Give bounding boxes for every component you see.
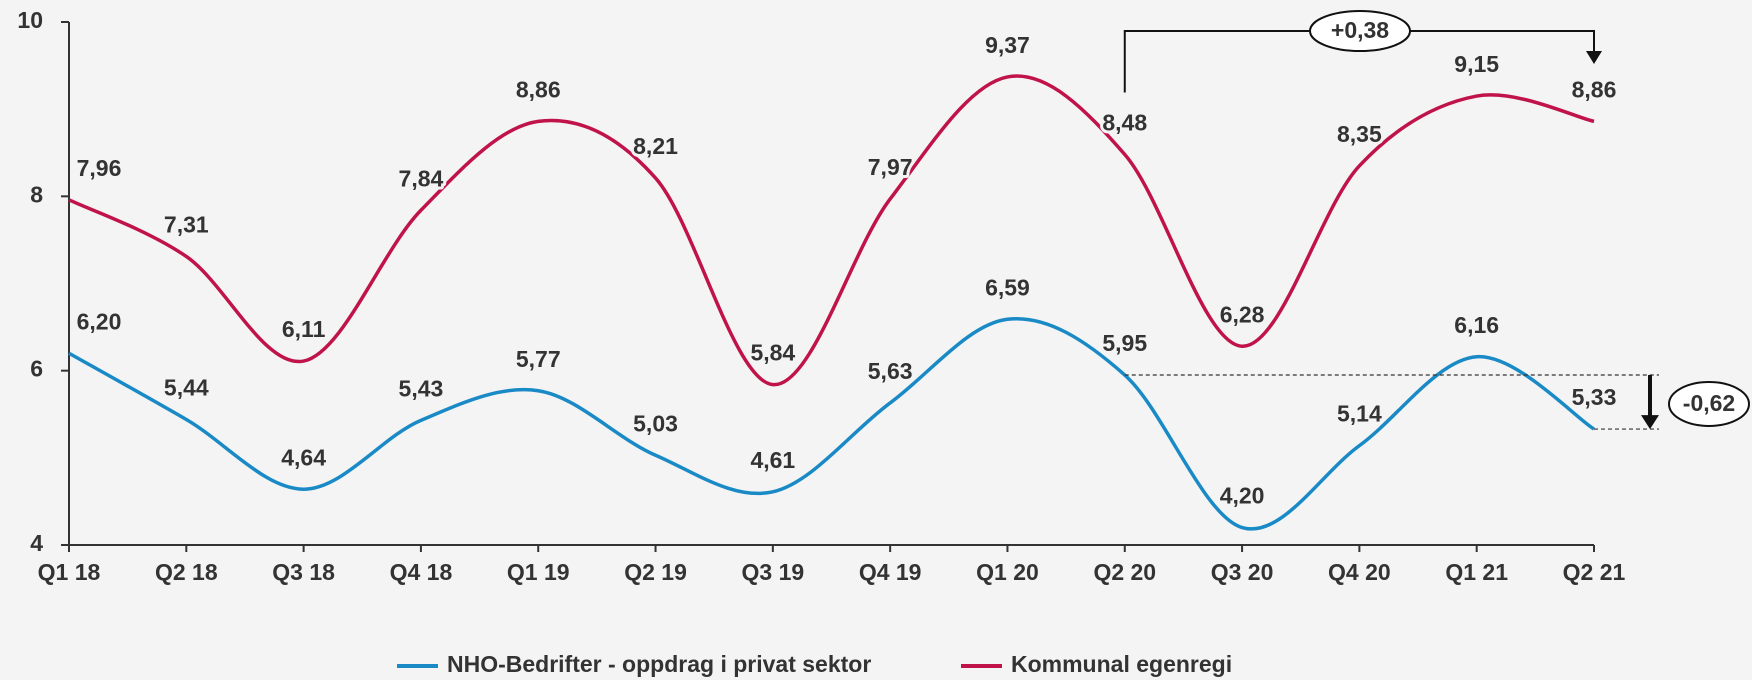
data-label: 7,31 <box>164 212 209 238</box>
data-label: 5,33 <box>1572 384 1617 410</box>
y-tick-label: 4 <box>30 530 43 556</box>
data-label: 5,63 <box>868 358 913 384</box>
data-label: 7,97 <box>868 154 913 180</box>
data-label: 5,14 <box>1337 401 1382 427</box>
data-label: 4,64 <box>281 444 326 470</box>
data-label: 8,86 <box>1572 76 1617 102</box>
data-label: 5,43 <box>399 375 444 401</box>
data-label: 6,28 <box>1220 301 1265 327</box>
legend-label: NHO-Bedrifter - oppdrag i privat sektor <box>447 651 871 677</box>
x-tick-label: Q3 18 <box>272 559 335 585</box>
x-tick-label: Q1 19 <box>507 559 570 585</box>
x-tick-label: Q4 19 <box>859 559 922 585</box>
legend-label: Kommunal egenregi <box>1011 651 1232 677</box>
y-tick-label: 10 <box>17 7 43 33</box>
data-label: 6,16 <box>1454 312 1499 338</box>
series-line <box>68 316 1595 531</box>
data-label: 7,96 <box>77 155 122 181</box>
data-label: 4,61 <box>750 447 795 473</box>
data-label: 7,84 <box>399 165 444 191</box>
arrow-head <box>1586 51 1602 64</box>
data-label: 8,86 <box>516 76 561 102</box>
x-tick-label: Q2 20 <box>1093 559 1156 585</box>
x-tick-label: Q1 21 <box>1445 559 1508 585</box>
x-tick-label: Q3 20 <box>1211 559 1274 585</box>
data-label: 5,03 <box>633 410 678 436</box>
data-label: 5,95 <box>1102 330 1147 356</box>
x-tick-label: Q4 18 <box>390 559 453 585</box>
data-label: 6,20 <box>77 308 122 334</box>
x-tick-label: Q4 20 <box>1328 559 1391 585</box>
data-label: 9,15 <box>1454 51 1499 77</box>
x-tick-label: Q1 18 <box>38 559 101 585</box>
data-label: 8,48 <box>1102 110 1147 136</box>
x-tick-label: Q1 20 <box>976 559 1039 585</box>
annotation: +0,38 <box>1331 17 1389 43</box>
x-tick-label: Q2 19 <box>624 559 687 585</box>
data-label: 5,84 <box>750 340 795 366</box>
x-tick-label: Q3 19 <box>742 559 805 585</box>
data-label: 6,59 <box>985 274 1030 300</box>
y-tick-label: 6 <box>30 356 43 382</box>
x-tick-label: Q2 18 <box>155 559 218 585</box>
data-label: 6,11 <box>282 316 326 342</box>
y-tick-label: 8 <box>30 181 43 207</box>
annotation: -0,62 <box>1683 390 1735 416</box>
annotation-bubble <box>1668 381 1750 427</box>
data-label: 8,21 <box>633 133 678 159</box>
data-label: 5,44 <box>164 375 209 401</box>
x-tick-label: Q2 21 <box>1563 559 1626 585</box>
data-label: 4,20 <box>1220 483 1265 509</box>
annotation-bubble <box>1309 10 1411 52</box>
data-label: 8,35 <box>1337 121 1382 147</box>
arrow-head <box>1641 415 1659 430</box>
series-line <box>68 74 1595 387</box>
data-label: 5,77 <box>516 346 561 372</box>
data-label: 9,37 <box>985 32 1030 58</box>
